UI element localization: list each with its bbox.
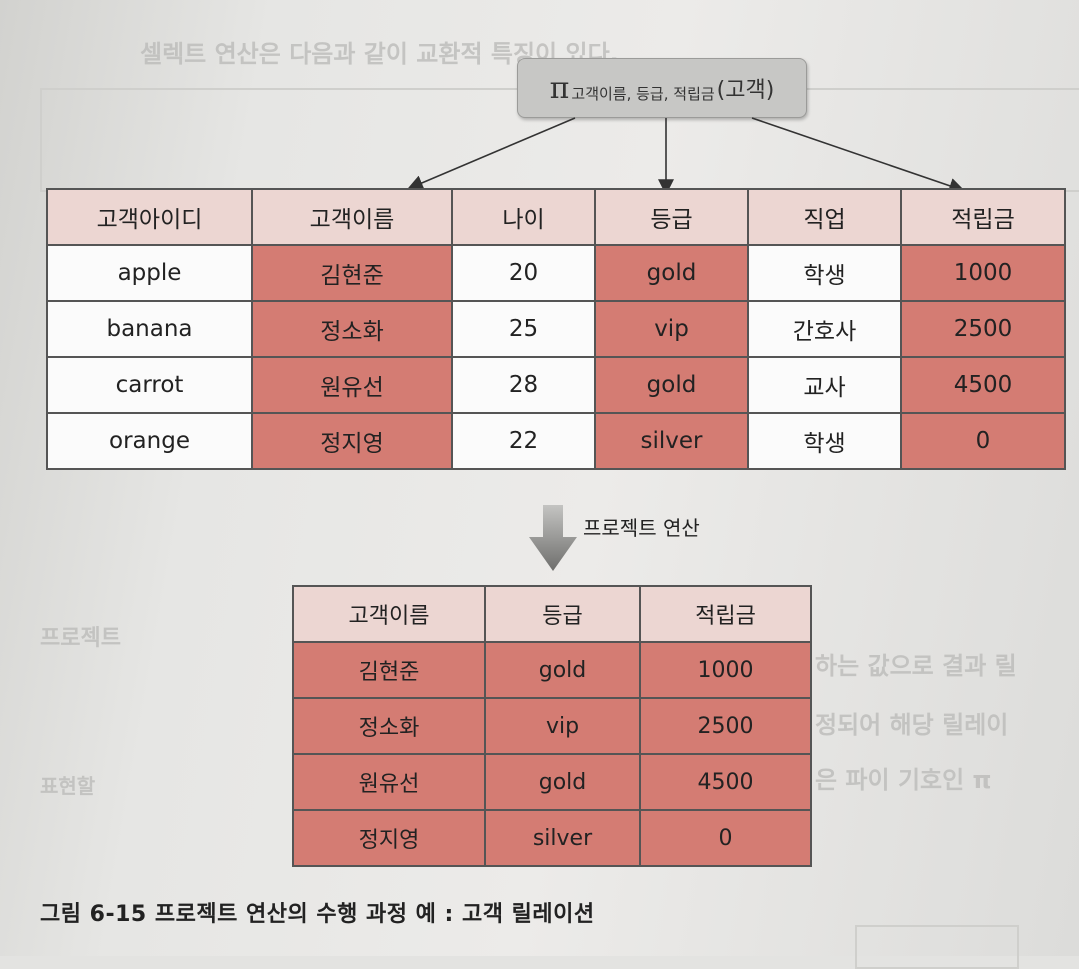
- pi-symbol: π: [549, 70, 570, 106]
- background-text: 하는 값으로 결과 릴: [815, 652, 1017, 680]
- table-cell: 2500: [639, 697, 812, 755]
- background-text: 프로젝트: [40, 626, 121, 651]
- table-cell: vip: [594, 300, 749, 358]
- table-cell: 학생: [747, 412, 902, 470]
- column-header: 적립금: [900, 188, 1066, 246]
- projection-relation: (고객): [716, 78, 775, 103]
- table-cell: 4500: [639, 753, 812, 811]
- column-header: 등급: [594, 188, 749, 246]
- column-header: 고객아이디: [46, 188, 253, 246]
- table-header-row: 고객이름 등급 적립금: [292, 585, 812, 643]
- table-cell: 간호사: [747, 300, 902, 358]
- background-text: 정되어 해당 릴레이: [815, 711, 1009, 739]
- table-cell: 2500: [900, 300, 1066, 358]
- table-cell: apple: [46, 244, 253, 302]
- table-cell: gold: [594, 244, 749, 302]
- column-header: 나이: [451, 188, 596, 246]
- table-cell: 정지영: [251, 412, 453, 470]
- projection-expression: π 고객이름, 등급, 적립금 (고객): [517, 58, 807, 118]
- background-text: 표현할: [40, 774, 96, 798]
- table-row: apple 김현준 20 gold 학생 1000: [46, 244, 1066, 302]
- arrow-to-points: [751, 117, 966, 194]
- table-cell: 0: [900, 412, 1066, 470]
- table-cell: banana: [46, 300, 253, 358]
- table-cell: silver: [484, 809, 641, 867]
- table-cell: 정소화: [251, 300, 453, 358]
- table-cell: vip: [484, 697, 641, 755]
- table-cell: 0: [639, 809, 812, 867]
- figure-caption: 그림 6-15 프로젝트 연산의 수행 과정 예 : 고객 릴레이션: [40, 902, 595, 927]
- result-relation-table: 고객이름 등급 적립금 김현준 gold 1000 정소화 vip 2500 원…: [292, 585, 812, 867]
- table-cell: 22: [451, 412, 596, 470]
- arrow-to-name: [407, 117, 576, 191]
- projection-attributes: 고객이름, 등급, 적립금: [571, 84, 715, 103]
- column-header: 등급: [484, 585, 641, 643]
- column-header: 적립금: [639, 585, 812, 643]
- table-cell: 정소화: [292, 697, 486, 755]
- table-cell: gold: [594, 356, 749, 414]
- table-cell: 정지영: [292, 809, 486, 867]
- table-cell: 김현준: [251, 244, 453, 302]
- table-cell: 1000: [900, 244, 1066, 302]
- table-cell: carrot: [46, 356, 253, 414]
- column-header: 직업: [747, 188, 902, 246]
- operation-label: 프로젝트 연산: [583, 516, 700, 540]
- table-row: 원유선 gold 4500: [292, 753, 812, 811]
- customer-relation-table: 고객아이디 고객이름 나이 등급 직업 적립금 apple 김현준 20 gol…: [46, 188, 1066, 470]
- table-cell: 1000: [639, 641, 812, 699]
- table-cell: 원유선: [292, 753, 486, 811]
- table-row: orange 정지영 22 silver 학생 0: [46, 412, 1066, 470]
- table-cell: orange: [46, 412, 253, 470]
- down-arrow-icon: [529, 505, 577, 571]
- table-row: carrot 원유선 28 gold 교사 4500: [46, 356, 1066, 414]
- table-row: banana 정소화 25 vip 간호사 2500: [46, 300, 1066, 358]
- column-header: 고객이름: [292, 585, 486, 643]
- table-cell: 4500: [900, 356, 1066, 414]
- table-cell: 25: [451, 300, 596, 358]
- table-row: 정소화 vip 2500: [292, 697, 812, 755]
- table-cell: 학생: [747, 244, 902, 302]
- column-header: 고객이름: [251, 188, 453, 246]
- table-header-row: 고객아이디 고객이름 나이 등급 직업 적립금: [46, 188, 1066, 246]
- table-row: 김현준 gold 1000: [292, 641, 812, 699]
- table-cell: gold: [484, 641, 641, 699]
- background-text: 은 파이 기호인 π: [815, 766, 992, 794]
- table-cell: 28: [451, 356, 596, 414]
- table-cell: 원유선: [251, 356, 453, 414]
- table-cell: silver: [594, 412, 749, 470]
- table-cell: 교사: [747, 356, 902, 414]
- table-cell: 20: [451, 244, 596, 302]
- table-cell: 김현준: [292, 641, 486, 699]
- table-row: 정지영 silver 0: [292, 809, 812, 867]
- table-cell: gold: [484, 753, 641, 811]
